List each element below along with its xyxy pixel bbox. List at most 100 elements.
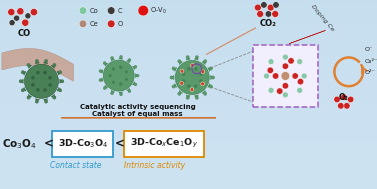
Circle shape — [186, 96, 189, 99]
Polygon shape — [51, 94, 54, 98]
Bar — [0, 94, 377, 98]
Circle shape — [8, 9, 15, 16]
Polygon shape — [35, 61, 40, 64]
Circle shape — [35, 59, 38, 63]
Circle shape — [110, 56, 113, 59]
Text: <: < — [43, 137, 53, 150]
Bar — [0, 8, 377, 11]
Polygon shape — [29, 65, 32, 68]
Polygon shape — [100, 78, 103, 81]
Circle shape — [268, 59, 274, 64]
Circle shape — [187, 84, 190, 88]
Bar — [0, 144, 377, 147]
Bar — [0, 68, 377, 72]
Text: <: < — [115, 137, 125, 150]
Circle shape — [31, 9, 38, 16]
Circle shape — [348, 96, 354, 103]
Bar — [0, 79, 377, 83]
Text: O-V$_0$: O-V$_0$ — [150, 5, 167, 16]
Bar — [0, 110, 377, 113]
Bar — [0, 87, 377, 91]
Circle shape — [191, 64, 195, 67]
Circle shape — [297, 88, 302, 93]
Text: Co$_3$O$_4$: Co$_3$O$_4$ — [2, 137, 37, 151]
Circle shape — [209, 85, 213, 88]
Circle shape — [107, 20, 115, 28]
Circle shape — [180, 69, 184, 73]
Bar — [0, 159, 377, 163]
Bar — [0, 11, 377, 15]
Circle shape — [120, 93, 123, 96]
Polygon shape — [105, 85, 107, 88]
Bar — [0, 125, 377, 129]
Bar — [0, 53, 377, 57]
Circle shape — [338, 103, 344, 109]
Circle shape — [53, 96, 56, 99]
Circle shape — [53, 63, 56, 67]
Polygon shape — [105, 63, 107, 66]
Circle shape — [343, 103, 350, 109]
Circle shape — [267, 4, 274, 11]
Polygon shape — [173, 84, 177, 87]
Bar — [0, 132, 377, 136]
Bar — [0, 174, 377, 178]
Circle shape — [292, 73, 298, 79]
Polygon shape — [23, 71, 26, 75]
Bar — [0, 19, 377, 23]
Circle shape — [194, 84, 198, 88]
Polygon shape — [127, 88, 130, 91]
Bar — [0, 0, 377, 4]
Circle shape — [264, 73, 270, 79]
Circle shape — [58, 70, 62, 74]
Bar — [0, 147, 377, 151]
Bar — [0, 45, 377, 49]
Polygon shape — [172, 75, 174, 80]
Circle shape — [128, 90, 131, 93]
Circle shape — [194, 67, 198, 70]
Bar — [0, 91, 377, 94]
Circle shape — [267, 67, 273, 73]
Bar — [0, 121, 377, 125]
Circle shape — [281, 72, 290, 80]
Circle shape — [302, 73, 307, 79]
Circle shape — [22, 19, 29, 26]
Circle shape — [48, 76, 52, 79]
Circle shape — [268, 88, 274, 93]
Circle shape — [31, 76, 35, 79]
Circle shape — [48, 83, 52, 87]
Text: Intrinsic activity: Intrinsic activity — [124, 161, 185, 170]
Bar — [0, 136, 377, 140]
Bar — [0, 64, 377, 68]
Circle shape — [109, 74, 112, 77]
FancyBboxPatch shape — [124, 131, 204, 157]
Polygon shape — [111, 91, 115, 93]
Circle shape — [27, 63, 30, 67]
Bar — [0, 26, 377, 30]
Polygon shape — [202, 91, 205, 94]
Polygon shape — [119, 57, 123, 59]
Polygon shape — [60, 79, 62, 83]
Circle shape — [103, 60, 134, 91]
Circle shape — [178, 60, 181, 63]
Circle shape — [36, 88, 40, 92]
Bar — [0, 49, 377, 53]
Bar — [0, 102, 377, 106]
Bar — [0, 15, 377, 19]
Circle shape — [261, 2, 267, 8]
Circle shape — [277, 88, 283, 94]
Circle shape — [110, 92, 113, 95]
Circle shape — [44, 100, 48, 103]
Circle shape — [272, 11, 279, 17]
Circle shape — [172, 85, 175, 88]
Circle shape — [288, 58, 294, 64]
Circle shape — [178, 92, 181, 95]
Polygon shape — [135, 74, 138, 77]
Circle shape — [138, 5, 149, 16]
Circle shape — [21, 89, 25, 92]
Circle shape — [265, 11, 271, 17]
Text: O²⁻: O²⁻ — [365, 70, 376, 75]
Polygon shape — [208, 84, 211, 87]
Polygon shape — [57, 71, 60, 75]
Circle shape — [112, 81, 115, 84]
Polygon shape — [194, 57, 198, 60]
